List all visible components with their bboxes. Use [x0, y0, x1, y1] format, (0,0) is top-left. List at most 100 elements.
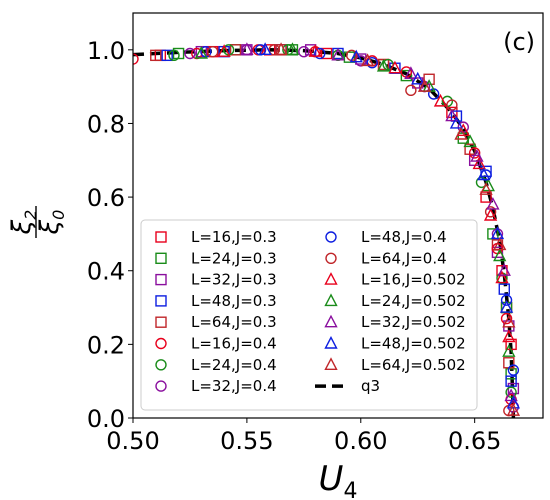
data-point	[449, 115, 464, 129]
data-point	[360, 53, 375, 67]
data-point	[404, 66, 418, 79]
data-point	[240, 42, 254, 56]
data-point	[258, 42, 272, 56]
data-point	[274, 42, 288, 56]
data-point	[168, 49, 180, 62]
data-point	[314, 47, 326, 60]
data-point	[433, 93, 448, 107]
legend-swatch	[155, 316, 167, 328]
data-point	[400, 69, 413, 82]
x-tick-label: 0.65	[448, 427, 501, 455]
data-point	[506, 403, 521, 416]
data-point	[445, 108, 459, 122]
y-tick-label: 0.8	[87, 110, 125, 138]
data-point	[479, 182, 493, 195]
legend-label: L=48,J=0.3	[191, 292, 277, 310]
data-point	[343, 51, 356, 63]
data-point	[491, 246, 504, 259]
data-point	[495, 270, 509, 284]
y-tick-label: 0.0	[87, 405, 125, 433]
legend-swatch	[155, 231, 167, 243]
legend-swatch	[324, 314, 338, 328]
panel-label: (c)	[503, 28, 535, 56]
legend-swatch	[325, 231, 337, 243]
data-point	[497, 263, 511, 276]
data-point	[483, 207, 498, 221]
data-point	[502, 314, 516, 328]
x-axis-label: U4	[319, 459, 358, 500]
data-point	[161, 49, 173, 62]
data-point	[268, 44, 280, 56]
legend-swatch	[324, 335, 338, 349]
data-point	[498, 283, 510, 295]
legend-label: L=32,J=0.3	[191, 271, 277, 289]
legend-label: L=24,J=0.4	[191, 356, 277, 374]
data-point	[493, 248, 507, 262]
x-tick-label: 0.55	[220, 427, 273, 455]
data-point	[184, 47, 196, 60]
legend-label: L=32,J=0.4	[191, 377, 277, 395]
data-point	[493, 237, 507, 251]
data-point	[133, 53, 139, 65]
legend-swatch	[324, 357, 338, 370]
data-point	[388, 60, 402, 74]
data-point	[486, 196, 500, 210]
data-point	[500, 312, 513, 325]
legend-swatch	[155, 252, 167, 265]
data-point	[349, 49, 363, 63]
data-point	[229, 44, 242, 56]
data-point	[468, 147, 481, 159]
data-point	[454, 126, 468, 140]
data-point	[298, 45, 310, 58]
data-point	[490, 226, 505, 240]
data-point	[502, 329, 516, 343]
data-point	[417, 79, 432, 92]
legend-label: L=24,J=0.3	[191, 249, 277, 267]
svg-text:ξ0: ξ0	[35, 210, 68, 236]
legend-swatch	[324, 293, 338, 307]
x-tick-label: 0.50	[106, 427, 159, 455]
legend-label: L=48,J=0.4	[361, 228, 447, 246]
plot-frame	[132, 12, 544, 419]
data-point	[366, 57, 378, 69]
data-point	[499, 300, 514, 313]
data-point	[376, 58, 391, 72]
legend-label: L=16,J=0.3	[191, 228, 277, 246]
y-tick-label: 0.6	[87, 184, 125, 212]
legend-label: L=16,J=0.4	[191, 335, 277, 353]
data-point	[194, 45, 208, 59]
data-point	[207, 45, 219, 58]
legend-label: L=32,J=0.502	[361, 313, 466, 331]
data-point	[320, 47, 333, 60]
data-point	[472, 156, 486, 170]
data-point	[507, 364, 520, 376]
legend-swatch	[155, 273, 167, 286]
y-tick-label: 0.2	[87, 331, 125, 359]
data-point	[355, 55, 367, 67]
y-tick-label: 1.0	[87, 37, 125, 65]
data-point	[308, 44, 322, 57]
data-point	[217, 44, 231, 57]
x-tick-label: 0.60	[334, 427, 387, 455]
legend: L=16,J=0.3 L=24,J=0.3 L=32,J=0.3 L=48,J=0.3…	[140, 219, 478, 411]
y-tick-label: 0.4	[87, 258, 125, 286]
data-point	[470, 149, 484, 162]
data-point	[480, 191, 492, 203]
y-axis-label: ξ2 ξ0	[7, 206, 68, 238]
data-point	[477, 167, 491, 181]
legend-swatch	[325, 252, 337, 264]
data-point	[506, 395, 521, 409]
legend-label: L=24,J=0.502	[361, 292, 466, 310]
legend-label: L=48,J=0.502	[361, 335, 466, 353]
legend-label: q3	[361, 377, 380, 395]
legend-box	[140, 219, 478, 411]
legend-label: L=16,J=0.502	[361, 271, 466, 289]
legend-swatch	[155, 380, 167, 392]
data-point	[502, 344, 516, 357]
data-point	[463, 134, 477, 148]
data-point	[505, 386, 517, 398]
legend-label: L=64,J=0.3	[191, 313, 277, 331]
data-point	[484, 206, 497, 218]
data-point	[411, 71, 425, 85]
